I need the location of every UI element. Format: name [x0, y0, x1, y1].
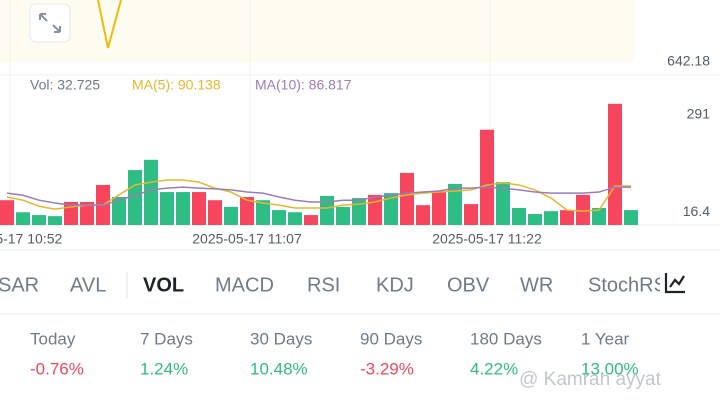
x-tick-label: 2025-05-17 11:22	[432, 231, 542, 247]
volume-bar	[416, 205, 430, 225]
indicator-tab[interactable]: MACD	[215, 274, 274, 296]
chart-settings-icon[interactable]	[664, 273, 685, 294]
volume-bar	[288, 212, 302, 225]
volume-bar	[0, 200, 14, 225]
volume-bar	[368, 194, 382, 225]
indicator-tab[interactable]: KDJ	[376, 274, 414, 296]
period-change: 4.22%	[470, 359, 518, 378]
indicator-tab[interactable]: AVL	[70, 274, 106, 296]
volume-bar	[560, 210, 574, 225]
period-label: Today	[30, 329, 76, 348]
tabs: SAR AVL VOL MACD RSI KDJ OBV WR StochRSI	[0, 274, 672, 296]
volume-bar	[224, 206, 238, 225]
volume-bar	[144, 159, 158, 225]
period-change: -0.76%	[30, 359, 84, 378]
indicator-tab[interactable]: VOL	[143, 274, 184, 296]
volume-bar	[112, 197, 126, 225]
period-label: 1 Year	[581, 329, 630, 348]
y-tick-label: 291	[687, 106, 711, 122]
period-label: 7 Days	[140, 329, 193, 348]
volume-bar	[608, 103, 622, 225]
indicator-tab[interactable]: OBV	[447, 274, 490, 296]
volume-bar	[576, 194, 590, 225]
volume-bar	[624, 210, 638, 225]
volume-bar	[544, 211, 558, 225]
vol-legend: Vol: 32.725	[30, 77, 100, 93]
volume-bar	[320, 195, 334, 225]
volume-bar	[256, 200, 270, 225]
volume-bar	[512, 207, 526, 225]
expand-button[interactable]	[29, 3, 71, 43]
volume-bar	[480, 129, 494, 225]
volume-bar	[160, 192, 174, 225]
indicator-tab[interactable]: SAR	[0, 274, 39, 296]
indicator-tab[interactable]: RSI	[307, 274, 340, 296]
period-label: 90 Days	[360, 329, 422, 348]
volume-bar	[528, 214, 542, 225]
volume-bar	[304, 215, 318, 225]
period-change: 10.48%	[250, 359, 308, 378]
price-panel	[0, 0, 635, 62]
ma10-legend: MA(10): 86.817	[255, 77, 352, 93]
volume-bar	[272, 210, 286, 225]
volume-bar	[400, 172, 414, 225]
volume-bars	[0, 103, 638, 225]
indicator-tab[interactable]: StochRSI	[588, 274, 672, 296]
ma-line	[6, 179, 631, 212]
ma5-legend: MA(5): 90.138	[132, 77, 221, 93]
period-change: -3.29%	[360, 359, 414, 378]
volume-bar	[496, 182, 510, 225]
volume-bar	[384, 193, 398, 225]
watermark: @ Kamran ayyat	[519, 369, 662, 390]
volume-bar	[192, 192, 206, 225]
volume-bar	[176, 192, 190, 225]
volume-bar	[16, 212, 30, 225]
period-change: 13.00%	[581, 359, 639, 378]
price-line	[97, 0, 122, 49]
volume-bar	[592, 207, 606, 225]
volume-bar	[432, 192, 446, 225]
volume-bar	[48, 216, 62, 225]
y-tick-label: 16.4	[683, 203, 710, 219]
volume-bar	[208, 200, 222, 225]
volume-bar	[448, 183, 462, 225]
price-axis-label: 642.18	[667, 53, 710, 69]
volume-bar	[80, 201, 94, 225]
volume-bar	[240, 197, 254, 225]
volume-bar	[352, 198, 366, 225]
x-tick-label: 2025-05-17 10:52	[0, 231, 62, 247]
ma-line	[6, 186, 631, 206]
volume-bar	[464, 204, 478, 225]
x-tick-label: 2025-05-17 11:07	[192, 231, 302, 247]
volume-bar	[32, 215, 46, 225]
volume-bar	[336, 206, 350, 225]
indicator-tab[interactable]: WR	[520, 274, 553, 296]
period-label: 180 Days	[470, 329, 542, 348]
period-label: 30 Days	[250, 329, 312, 348]
period-change: 1.24%	[140, 359, 188, 378]
